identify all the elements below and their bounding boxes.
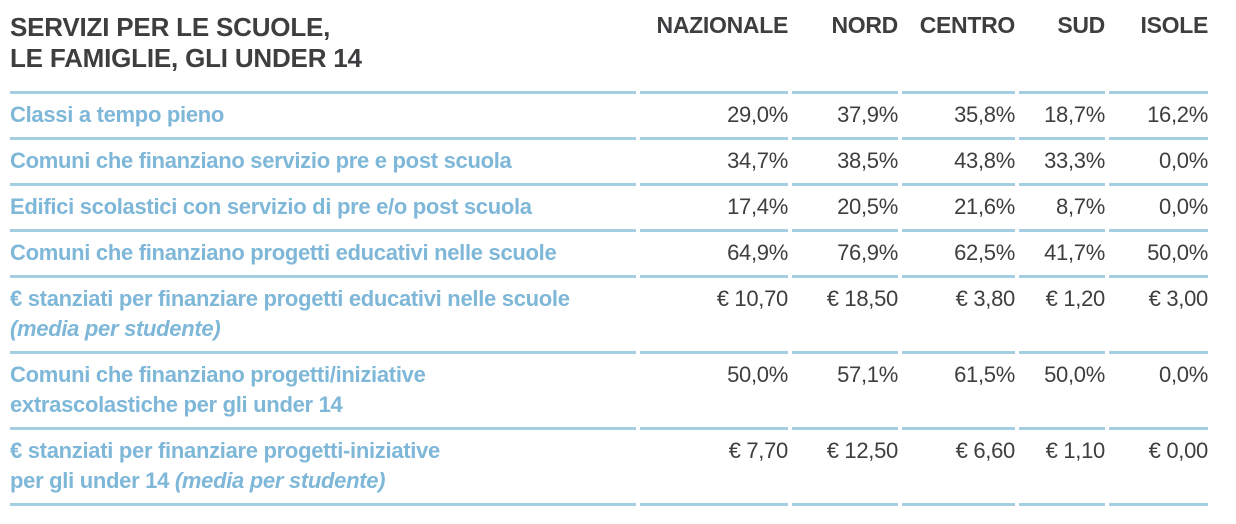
value-cell: 20,5% xyxy=(792,186,898,232)
value-cell: 8,7% xyxy=(1019,186,1105,232)
value-cell: 43,8% xyxy=(902,140,1015,186)
table-row: Classi a tempo pieno 29,0% 37,9% 35,8% 18,7%… xyxy=(10,94,1208,140)
value-cell: 0,0% xyxy=(1109,354,1208,430)
value-cell: € 0,00 xyxy=(1109,430,1208,506)
value-cell: 38,5% xyxy=(792,140,898,186)
value-cell: € 6,60 xyxy=(902,430,1015,506)
row-label: Comuni che finanziano progetti/iniziativ… xyxy=(10,354,636,430)
value-cell: € 18,50 xyxy=(792,278,898,354)
value-cell: 62,5% xyxy=(902,232,1015,278)
table-row: Edifici scolastici con servizio di pre e… xyxy=(10,186,1208,232)
row-label-line1: Comuni che finanziano progetti/iniziativ… xyxy=(10,362,426,387)
row-label-note: (media per studente) xyxy=(174,468,386,493)
value-cell: 35,8% xyxy=(902,94,1015,140)
column-header-nord: NORD xyxy=(792,6,898,94)
table-body: Classi a tempo pieno 29,0% 37,9% 35,8% 18,7%… xyxy=(10,94,1208,506)
table-title-line2: LE FAMIGLIE, GLI UNDER 14 xyxy=(10,43,362,73)
row-label: € stanziati per finanziare progetti-iniz… xyxy=(10,430,636,506)
table-row: Comuni che finanziano progetti educativi… xyxy=(10,232,1208,278)
column-header-sud: SUD xyxy=(1019,6,1105,94)
value-cell: 41,7% xyxy=(1019,232,1105,278)
column-header-isole: ISOLE xyxy=(1109,6,1208,94)
value-cell: 64,9% xyxy=(640,232,788,278)
value-cell: 61,5% xyxy=(902,354,1015,430)
value-cell: € 12,50 xyxy=(792,430,898,506)
value-cell: 37,9% xyxy=(792,94,898,140)
value-cell: € 1,20 xyxy=(1019,278,1105,354)
value-cell: 50,0% xyxy=(1109,232,1208,278)
value-cell: 0,0% xyxy=(1109,186,1208,232)
row-label-line1: Comuni che finanziano progetti educativi… xyxy=(10,240,557,265)
row-label-line1: Edifici scolastici con servizio di pre e… xyxy=(10,194,532,219)
row-label-line1: Classi a tempo pieno xyxy=(10,102,225,127)
table-row: € stanziati per finanziare progetti educ… xyxy=(10,278,1208,354)
row-label-line1: € stanziati per finanziare progetti educ… xyxy=(10,286,570,311)
value-cell: € 7,70 xyxy=(640,430,788,506)
value-cell: 18,7% xyxy=(1019,94,1105,140)
value-cell: 29,0% xyxy=(640,94,788,140)
value-cell: 57,1% xyxy=(792,354,898,430)
value-cell: 34,7% xyxy=(640,140,788,186)
value-cell: 0,0% xyxy=(1109,140,1208,186)
value-cell: 33,3% xyxy=(1019,140,1105,186)
value-cell: € 1,10 xyxy=(1019,430,1105,506)
table-row: € stanziati per finanziare progetti-iniz… xyxy=(10,430,1208,506)
value-cell: € 3,80 xyxy=(902,278,1015,354)
table-title: SERVIZI PER LE SCUOLE, LE FAMIGLIE, GLI … xyxy=(10,6,636,94)
value-cell: 17,4% xyxy=(640,186,788,232)
row-label-line1: Comuni che finanziano servizio pre e pos… xyxy=(10,148,512,173)
row-label-line2: extrascolastiche per gli under 14 xyxy=(10,392,343,417)
value-cell: 76,9% xyxy=(792,232,898,278)
row-label: € stanziati per finanziare progetti educ… xyxy=(10,278,636,354)
value-cell: 50,0% xyxy=(1019,354,1105,430)
row-label-note: (media per studente) xyxy=(10,316,221,341)
row-label: Edifici scolastici con servizio di pre e… xyxy=(10,186,636,232)
column-header-centro: CENTRO xyxy=(902,6,1015,94)
row-label: Comuni che finanziano servizio pre e pos… xyxy=(10,140,636,186)
row-label: Comuni che finanziano progetti educativi… xyxy=(10,232,636,278)
column-header-nazionale: NAZIONALE xyxy=(640,6,788,94)
value-cell: € 10,70 xyxy=(640,278,788,354)
value-cell: 50,0% xyxy=(640,354,788,430)
table-row: Comuni che finanziano servizio pre e pos… xyxy=(10,140,1208,186)
row-label-line2: per gli under 14 xyxy=(10,468,170,493)
value-cell: € 3,00 xyxy=(1109,278,1208,354)
table-title-line1: SERVIZI PER LE SCUOLE, xyxy=(10,12,331,42)
row-label-line1: € stanziati per finanziare progetti-iniz… xyxy=(10,438,440,463)
row-label: Classi a tempo pieno xyxy=(10,94,636,140)
services-statistics-table: SERVIZI PER LE SCUOLE, LE FAMIGLIE, GLI … xyxy=(6,6,1212,506)
header-row: SERVIZI PER LE SCUOLE, LE FAMIGLIE, GLI … xyxy=(10,6,1208,94)
table-row: Comuni che finanziano progetti/iniziativ… xyxy=(10,354,1208,430)
value-cell: 16,2% xyxy=(1109,94,1208,140)
value-cell: 21,6% xyxy=(902,186,1015,232)
